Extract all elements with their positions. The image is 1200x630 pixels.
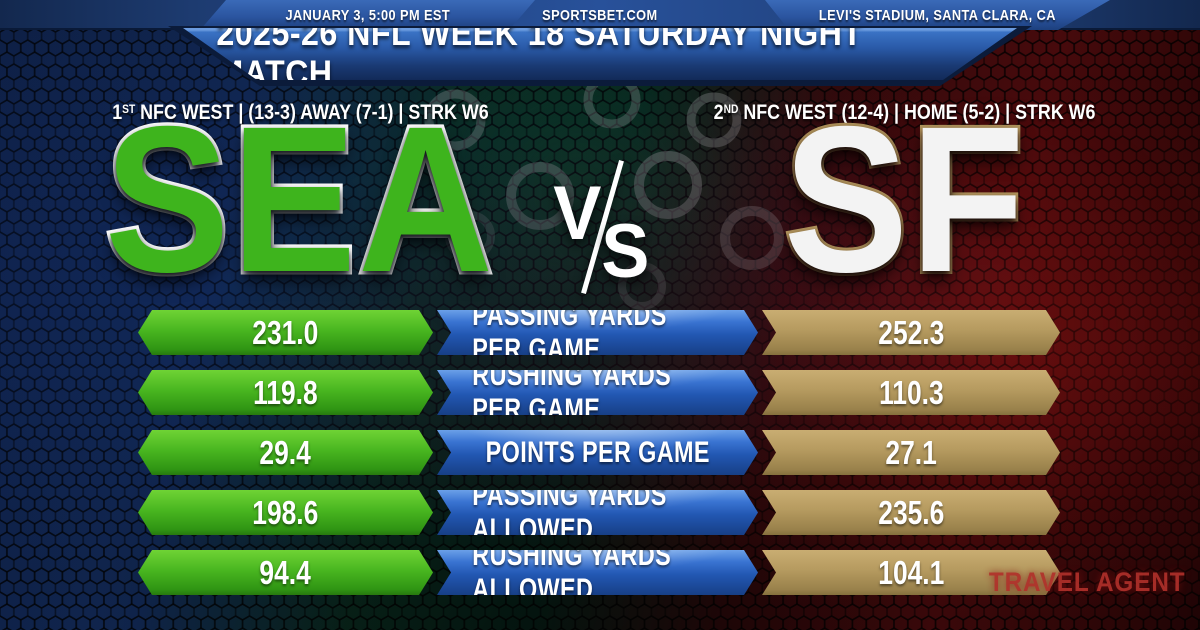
- site-name-container: SPORTSBET.COM: [0, 0, 1200, 30]
- away-stat-cell: 198.6: [138, 490, 433, 535]
- home-stat-cell: 252.3: [762, 310, 1060, 355]
- away-stat-value: 94.4: [259, 553, 312, 591]
- home-stat-cell: 235.6: [762, 490, 1060, 535]
- away-team-abbr-block: SEA: [40, 84, 560, 316]
- home-stat-cell: 110.3: [762, 370, 1060, 415]
- top-bar: JANUARY 3, 5:00 PM EST LEVI'S STADIUM, S…: [0, 0, 1200, 30]
- home-stat-value: 252.3: [877, 313, 945, 351]
- away-stat-value: 29.4: [259, 433, 312, 471]
- home-details: NFC WEST (12-4) | HOME (5-2) | STRK W6: [738, 101, 1096, 124]
- stat-label: RUSHING YARDS PER GAME: [472, 358, 672, 426]
- away-stat-cell: 231.0: [138, 310, 433, 355]
- away-stat-cell: 94.4: [138, 550, 433, 595]
- away-rank-suffix: ST: [121, 102, 135, 116]
- home-stat-cell: 27.1: [762, 430, 1060, 475]
- away-rank: 1: [111, 101, 122, 124]
- home-stat-value: 104.1: [877, 553, 945, 591]
- stat-label-cell: PASSING YARDS PER GAME: [437, 310, 758, 355]
- table-row: 119.8 RUSHING YARDS PER GAME 110.3: [138, 370, 1060, 415]
- event-datetime: JANUARY 3, 5:00 PM EST: [285, 6, 450, 24]
- home-stat-value: 110.3: [878, 373, 944, 411]
- vs-letter-s: S: [601, 209, 650, 294]
- title-banner: 2025-26 NFL WEEK 18 SATURDAY NIGHT MATCH: [183, 28, 1017, 80]
- away-stat-cell: 119.8: [138, 370, 433, 415]
- home-stat-value: 235.6: [877, 493, 945, 531]
- stat-label: PASSING YARDS ALLOWED: [472, 478, 667, 546]
- home-rank: 2: [714, 101, 725, 124]
- away-stat-cell: 29.4: [138, 430, 433, 475]
- away-details: NFC WEST | (13-3) AWAY (7-1) | STRK W6: [134, 101, 489, 124]
- home-rank-suffix: ND: [724, 102, 739, 116]
- venue-band: LEVI'S STADIUM, SANTA CLARA, CA: [765, 0, 1110, 30]
- home-stat-value: 27.1: [885, 433, 937, 471]
- home-team-abbr: SF: [781, 84, 1027, 316]
- site-name: SPORTSBET.COM: [542, 6, 658, 24]
- table-row: 231.0 PASSING YARDS PER GAME 252.3: [138, 310, 1060, 355]
- home-stat-cell: 104.1: [762, 550, 1060, 595]
- home-team-info: 2ND NFC WEST (12-4) | HOME (5-2) | STRK …: [650, 101, 1160, 125]
- stats-table: 231.0 PASSING YARDS PER GAME 252.3 119.8…: [138, 310, 1060, 610]
- away-stat-value: 198.6: [252, 493, 319, 531]
- away-stat-value: 119.8: [253, 373, 318, 411]
- table-row: 94.4 RUSHING YARDS ALLOWED 104.1: [138, 550, 1060, 595]
- vs-mark: V S: [548, 159, 658, 295]
- stat-label-cell: PASSING YARDS ALLOWED: [437, 490, 758, 535]
- stat-label: RUSHING YARDS ALLOWED: [472, 538, 672, 606]
- table-row: 198.6 PASSING YARDS ALLOWED 235.6: [138, 490, 1060, 535]
- stat-label: POINTS PER GAME: [485, 435, 710, 469]
- away-team-info: 1ST NFC WEST | (13-3) AWAY (7-1) | STRK …: [40, 101, 560, 125]
- away-team-abbr: SEA: [102, 84, 497, 316]
- date-band: JANUARY 3, 5:00 PM EST: [200, 0, 535, 30]
- table-row: 29.4 POINTS PER GAME 27.1: [138, 430, 1060, 475]
- home-team-abbr-block: SF: [650, 84, 1160, 316]
- watermark: TRAVEL AGENT: [989, 567, 1186, 597]
- vs-letter-v: V: [553, 171, 602, 256]
- event-venue: LEVI'S STADIUM, SANTA CLARA, CA: [819, 6, 1056, 24]
- away-stat-value: 231.0: [252, 313, 319, 351]
- stat-label-cell: RUSHING YARDS PER GAME: [437, 370, 758, 415]
- stat-label-cell: RUSHING YARDS ALLOWED: [437, 550, 758, 595]
- stat-label-cell: POINTS PER GAME: [437, 430, 758, 475]
